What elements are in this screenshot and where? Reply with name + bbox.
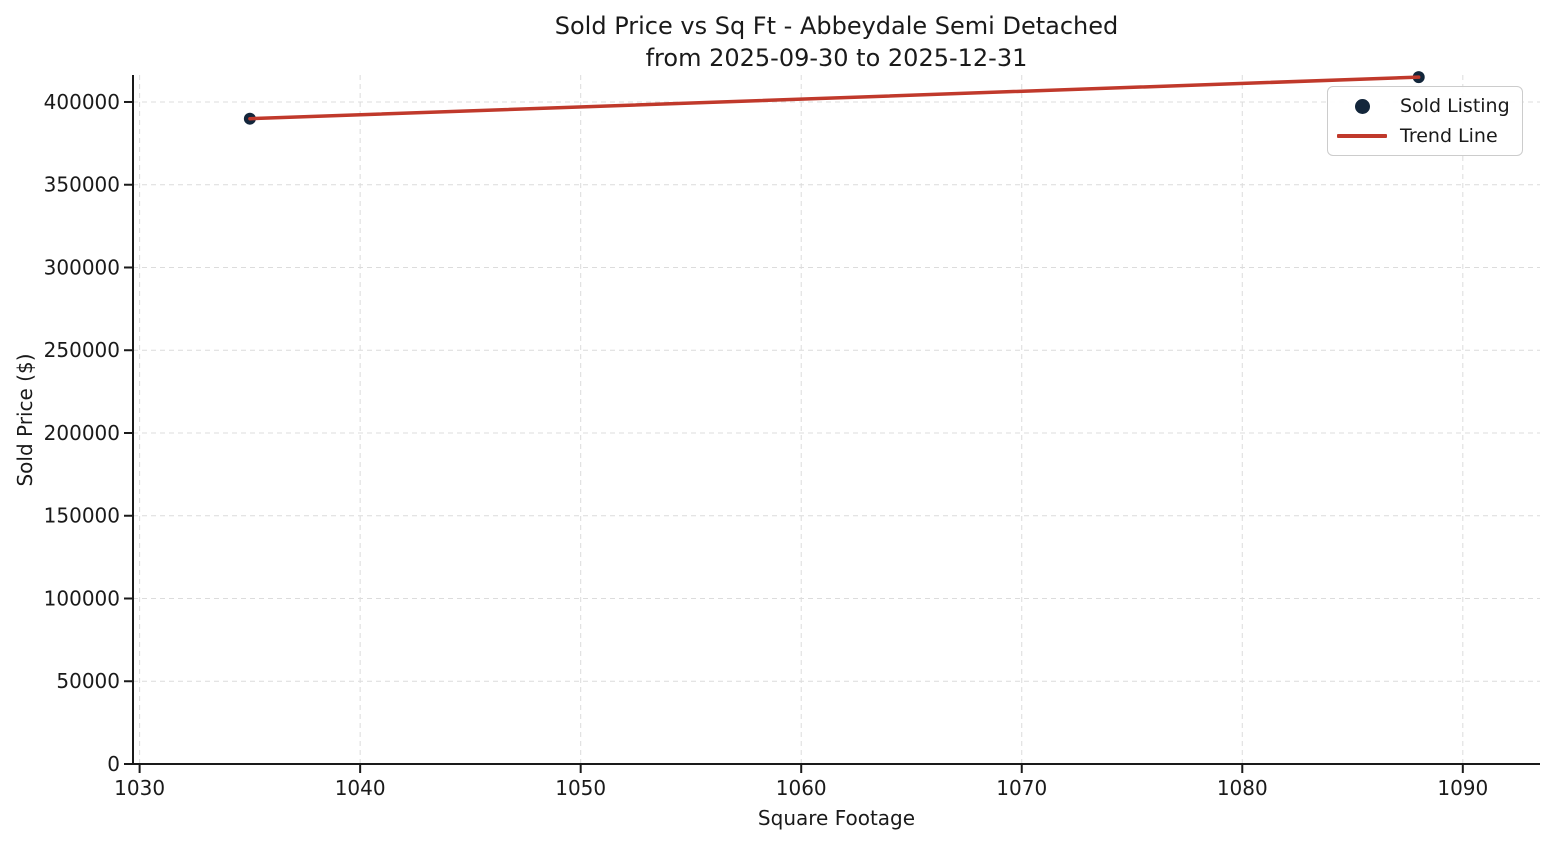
legend-item-sold-listing: Sold Listing bbox=[1336, 94, 1512, 118]
y-tick-label: 300000 bbox=[44, 255, 120, 279]
x-tick-label: 1040 bbox=[335, 776, 386, 800]
x-tick-label: 1090 bbox=[1437, 776, 1488, 800]
legend-marker-cell bbox=[1336, 134, 1388, 138]
x-tick-label: 1050 bbox=[555, 776, 606, 800]
y-tick-label: 50000 bbox=[56, 669, 120, 693]
y-tick-label: 0 bbox=[107, 752, 120, 776]
trend-line-icon bbox=[1337, 134, 1387, 138]
y-axis-label: Sold Price ($) bbox=[13, 353, 37, 487]
legend-marker-cell bbox=[1336, 98, 1388, 114]
y-tick-label: 100000 bbox=[44, 586, 120, 610]
trend-line bbox=[248, 75, 1421, 121]
y-tick-label: 350000 bbox=[44, 173, 120, 197]
legend: Sold Listing Trend Line bbox=[1327, 86, 1523, 156]
chart-title-line1: Sold Price vs Sq Ft - Abbeydale Semi Det… bbox=[554, 12, 1119, 40]
legend-label: Trend Line bbox=[1400, 125, 1498, 147]
x-tick-label: 1070 bbox=[996, 776, 1047, 800]
y-tick-label: 200000 bbox=[44, 421, 120, 445]
x-tick-label: 1060 bbox=[776, 776, 827, 800]
x-tick-label: 1030 bbox=[114, 776, 165, 800]
legend-label: Sold Listing bbox=[1400, 95, 1510, 117]
chart-title: Sold Price vs Sq Ft - Abbeydale Semi Det… bbox=[133, 11, 1540, 74]
sold-listing-dot-icon bbox=[1354, 98, 1370, 114]
x-axis-label: Square Footage bbox=[757, 806, 916, 830]
y-tick-label: 250000 bbox=[44, 338, 120, 362]
y-tick-label: 400000 bbox=[44, 90, 120, 114]
chart-title-line2: from 2025-09-30 to 2025-12-31 bbox=[645, 43, 1028, 72]
y-tick-label: 150000 bbox=[44, 504, 120, 528]
legend-item-trend-line: Trend Line bbox=[1336, 124, 1512, 148]
x-tick-label: 1080 bbox=[1217, 776, 1268, 800]
